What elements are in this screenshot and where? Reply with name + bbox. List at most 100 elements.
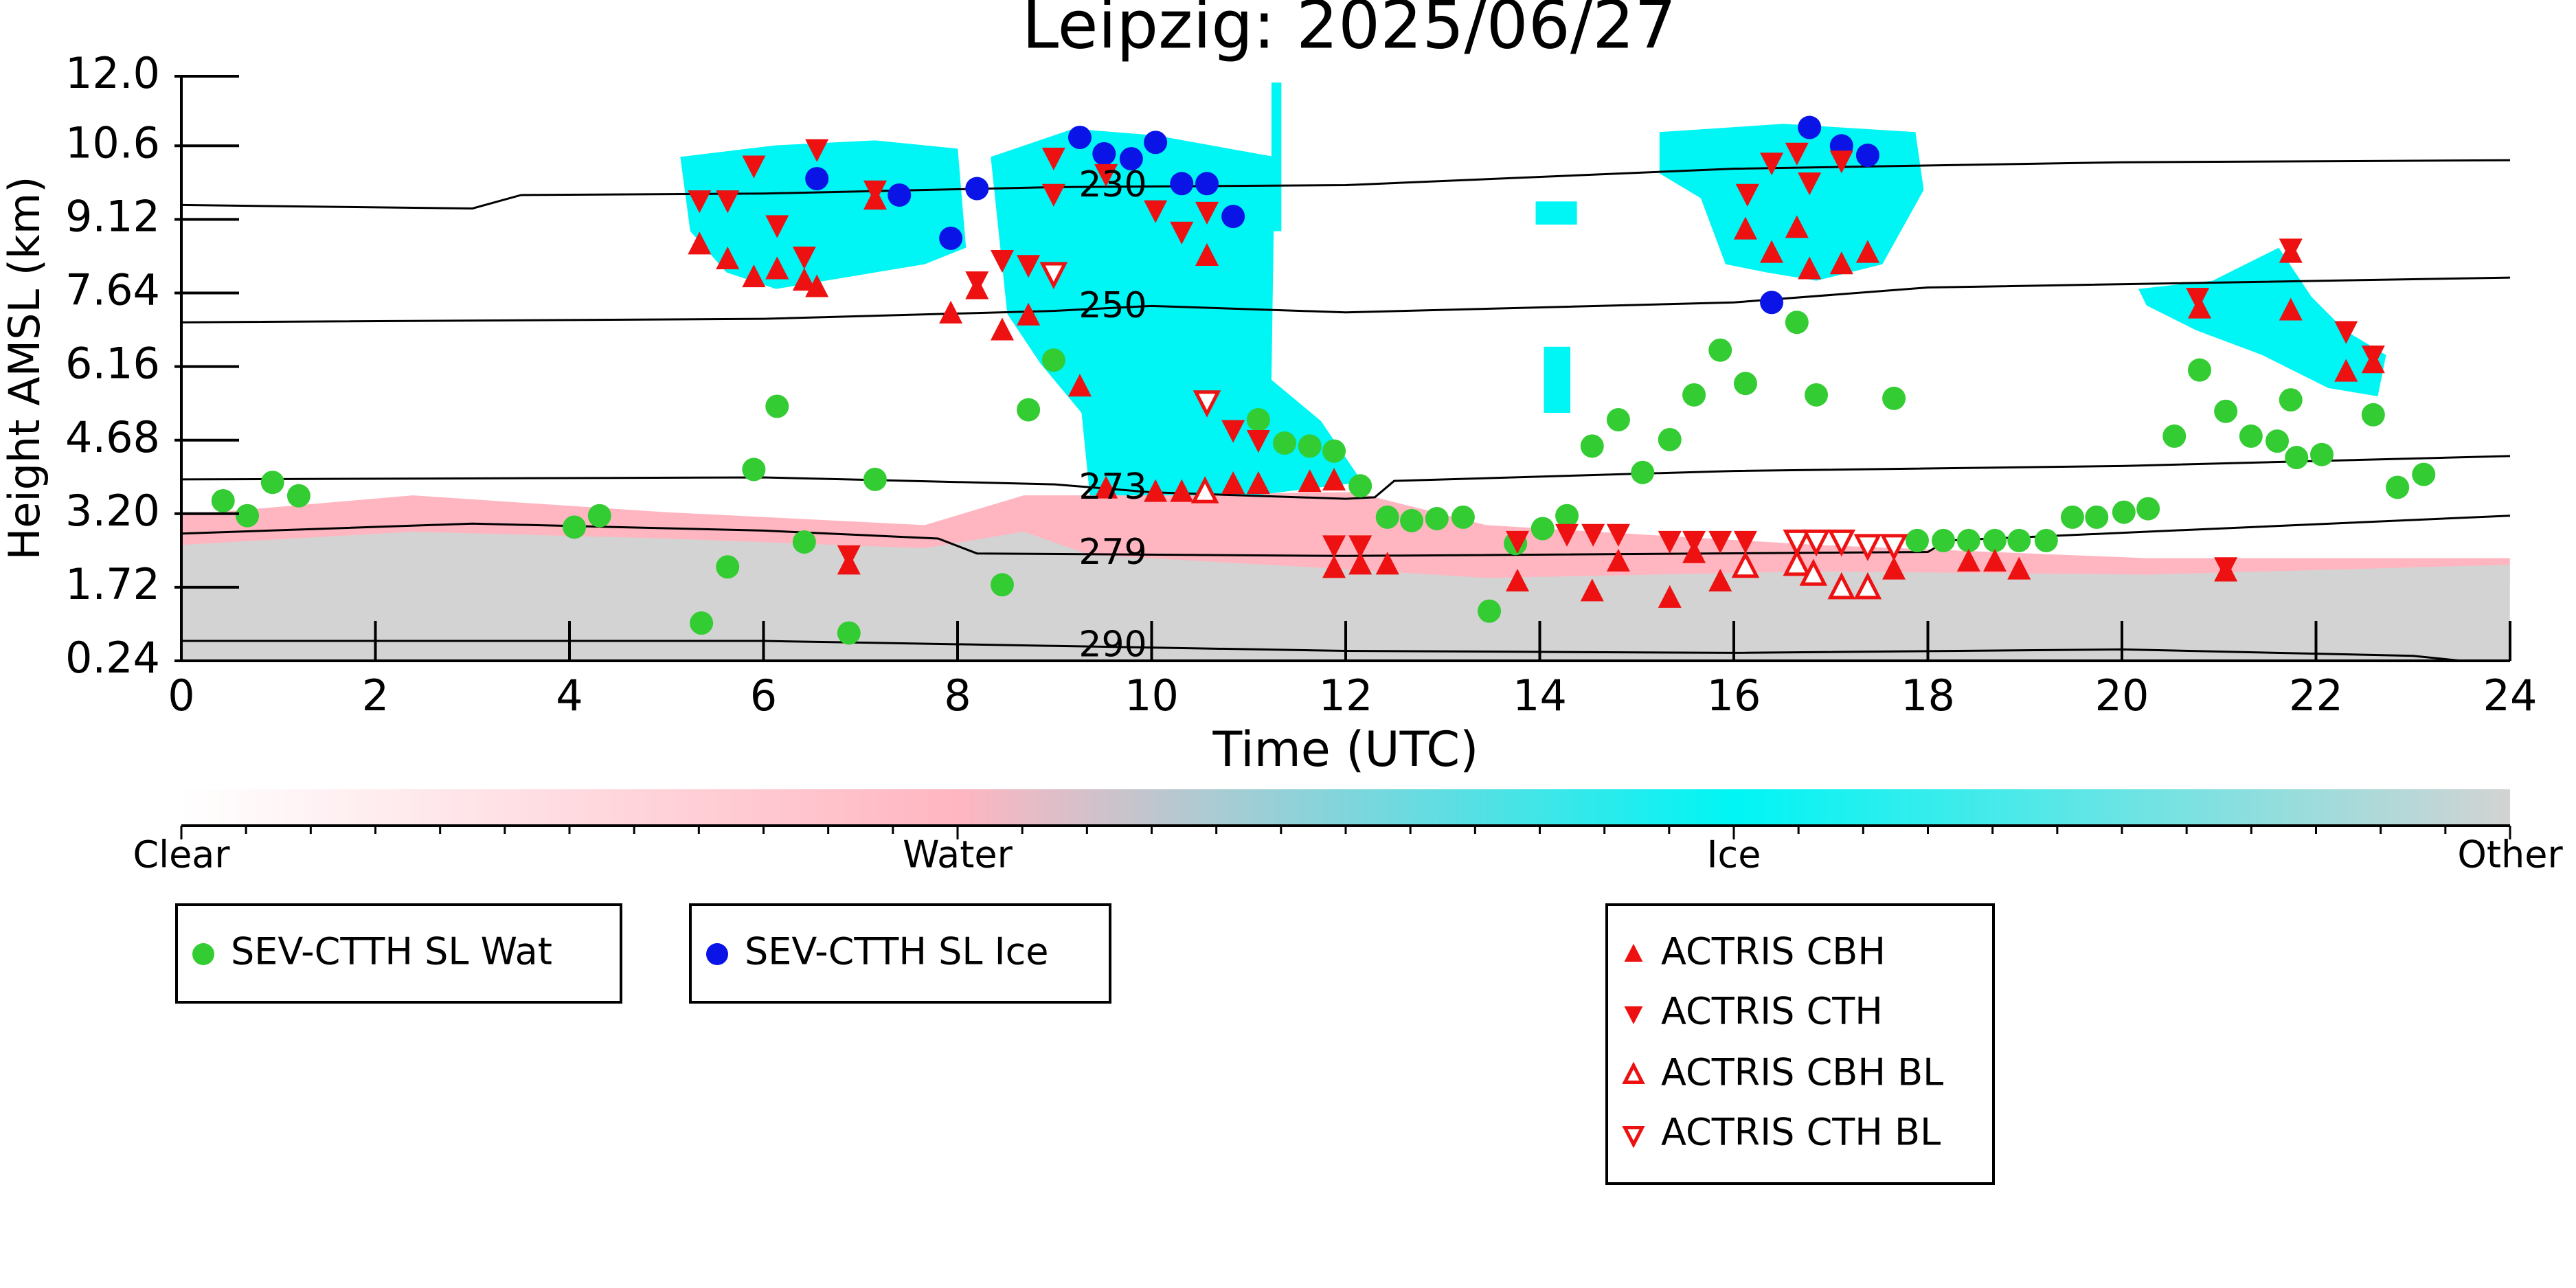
ice-area (1659, 124, 1924, 281)
triangle (1760, 240, 1784, 263)
y-tick-label: 0.24 (65, 633, 160, 683)
point (690, 611, 714, 635)
triangle (1802, 529, 1831, 557)
triangle (1622, 1061, 1645, 1084)
triangle (805, 274, 829, 297)
point (2034, 528, 2058, 552)
triangle (716, 190, 740, 214)
x-tick-label: 24 (2483, 670, 2538, 721)
x-axis-label: Time (UTC) (1212, 721, 1479, 778)
point (1017, 398, 1041, 422)
colorbar-label: Ice (1707, 833, 1761, 877)
contour-line (181, 276, 2510, 324)
triangle (1827, 572, 1856, 600)
triangle (863, 180, 887, 203)
point (1400, 508, 1424, 532)
x-tick-label: 10 (1125, 670, 1179, 721)
plot-area (181, 115, 2510, 661)
point (1555, 504, 1579, 528)
triangle (1193, 390, 1221, 418)
point (1273, 431, 1297, 455)
x-tick-label: 12 (1319, 670, 1373, 721)
triangle (1170, 479, 1194, 502)
triangle (1017, 302, 1041, 326)
triangle (1322, 555, 1346, 578)
point (1425, 507, 1449, 531)
triangle (742, 264, 766, 288)
point (2412, 462, 2436, 486)
point (1982, 528, 2007, 552)
point (2279, 388, 2303, 412)
x-tick-label: 4 (556, 670, 583, 721)
triangle (716, 246, 740, 270)
point (1348, 474, 1372, 498)
triangle (2334, 359, 2358, 382)
triangle (1039, 262, 1068, 290)
point (1932, 528, 1956, 552)
triangle (1783, 529, 1811, 557)
x-tick-label: 8 (944, 670, 971, 721)
legend-label: ACTRIS CTH (1661, 990, 1883, 1033)
triangle (805, 139, 829, 162)
triangle (1144, 479, 1168, 502)
chart-title: Leipzig: 2025/06/27 (1022, 0, 1677, 63)
point (2361, 403, 2385, 427)
y-tick-label: 6.16 (65, 339, 160, 389)
triangle (765, 256, 789, 280)
triangle (2361, 345, 2385, 369)
triangle (1322, 467, 1346, 491)
triangle (1855, 240, 1879, 263)
y-tick-label: 1.72 (65, 559, 160, 609)
triangle (1094, 475, 1118, 499)
point (2060, 505, 2084, 529)
colorbar-label: Water (903, 833, 1013, 877)
triangle (2214, 557, 2238, 580)
y-tick-label: 9.12 (65, 192, 160, 242)
x-tick-label: 6 (750, 670, 777, 721)
contour-label: 290 (1078, 624, 1146, 666)
ice-area (991, 128, 1363, 496)
point (990, 573, 1014, 597)
point (837, 621, 861, 645)
point (1760, 291, 1784, 315)
triangle (765, 215, 789, 238)
point (1246, 408, 1270, 432)
x-tick-label: 0 (168, 670, 194, 721)
triangle (1195, 242, 1219, 266)
triangle (1982, 548, 2007, 572)
triangle (1733, 530, 1757, 554)
point (2085, 505, 2109, 529)
legend-label: SEV-CTTH SL Ice (745, 930, 1049, 973)
point (706, 943, 728, 965)
point (260, 471, 284, 495)
triangle (1298, 469, 1322, 493)
point (1905, 528, 1929, 552)
triangle (1731, 550, 1760, 578)
triangle (1246, 429, 1270, 453)
point (1733, 372, 1757, 396)
colorbar (181, 789, 2510, 826)
triangle (1785, 142, 1809, 166)
triangle (1017, 255, 1041, 278)
triangle (1505, 568, 1530, 591)
point (2007, 528, 2031, 552)
point (1041, 348, 1065, 372)
point (286, 484, 310, 508)
point (716, 555, 740, 579)
triangle (1067, 374, 1092, 397)
triangle (1783, 548, 1811, 576)
x-tick-label: 16 (1707, 670, 1761, 721)
legend-box (1605, 903, 1995, 1185)
triangle (939, 300, 963, 324)
point (563, 515, 587, 539)
point (742, 457, 766, 482)
triangle (1375, 552, 1399, 575)
point (1451, 505, 1475, 529)
point (1855, 144, 1879, 168)
triangle (1170, 221, 1194, 245)
contour-line (181, 159, 2510, 210)
triangle (1606, 523, 1630, 547)
triangle (1624, 943, 1643, 962)
triangle (2279, 238, 2303, 262)
